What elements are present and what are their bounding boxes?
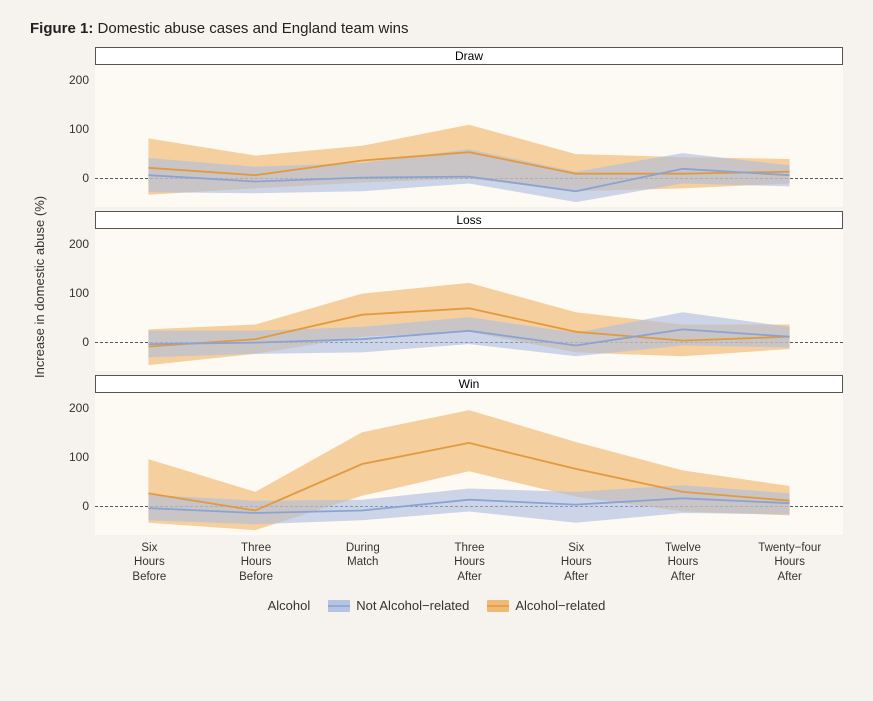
x-tick: Six Hours Before — [96, 541, 203, 584]
y-tick: 200 — [69, 401, 89, 415]
y-tick: 100 — [69, 122, 89, 136]
plot-svg — [95, 211, 843, 371]
y-axis-label: Increase in domestic abuse (%) — [30, 47, 53, 527]
panel-win: 0 100 200 Win — [53, 375, 843, 535]
figure-label: Figure 1: — [30, 20, 93, 37]
y-label-spacer — [72, 541, 96, 584]
x-tick: Twenty−four Hours After — [736, 541, 843, 584]
panel-header: Win — [95, 375, 843, 393]
panel-header: Loss — [95, 211, 843, 229]
plot-svg — [95, 375, 843, 535]
chart-body: Increase in domestic abuse (%) 0 100 200 Dr… — [30, 47, 843, 539]
plot-svg — [95, 47, 843, 207]
legend: Alcohol Not Alcohol−related Alcohol−rela… — [30, 598, 843, 613]
y-tick: 0 — [82, 335, 89, 349]
legend-label: Not Alcohol−related — [356, 598, 469, 613]
chart-container: Increase in domestic abuse (%) 0 100 200 Dr… — [30, 47, 843, 613]
legend-items: Not Alcohol−related Alcohol−related — [328, 598, 605, 613]
x-tick: Twelve Hours After — [630, 541, 737, 584]
x-tick: Three Hours After — [416, 541, 523, 584]
plot-area: Win — [95, 375, 843, 535]
legend-swatch-box — [328, 600, 350, 612]
y-tick-column: 0 100 200 — [53, 375, 95, 535]
figure-caption: Figure 1: Domestic abuse cases and Engla… — [30, 20, 843, 37]
legend-title: Alcohol — [268, 598, 311, 613]
x-tick: Six Hours After — [523, 541, 630, 584]
legend-item-alc: Alcohol−related — [487, 598, 605, 613]
legend-label: Alcohol−related — [515, 598, 605, 613]
legend-swatch-line — [487, 605, 509, 607]
panel-draw: 0 100 200 Draw — [53, 47, 843, 207]
x-tick: During Match — [309, 541, 416, 584]
panels-stack: 0 100 200 Draw 0 100 200 Loss 0 100 200 Win — [53, 47, 843, 539]
legend-swatch-line — [328, 605, 350, 607]
x-axis-row: Six Hours BeforeThree Hours BeforeDuring… — [30, 541, 843, 584]
y-tick: 200 — [69, 237, 89, 251]
y-tick-column: 0 100 200 — [53, 47, 95, 207]
y-tick: 0 — [82, 499, 89, 513]
legend-item-not_alc: Not Alcohol−related — [328, 598, 469, 613]
y-tick: 0 — [82, 171, 89, 185]
x-axis-ticks: Six Hours BeforeThree Hours BeforeDuring… — [96, 541, 843, 584]
plot-area: Draw — [95, 47, 843, 207]
figure-title-text: Domestic abuse cases and England team wi… — [98, 20, 409, 37]
y-tick: 200 — [69, 73, 89, 87]
y-tick-column: 0 100 200 — [53, 211, 95, 371]
legend-swatch-box — [487, 600, 509, 612]
panel-loss: 0 100 200 Loss — [53, 211, 843, 371]
plot-area: Loss — [95, 211, 843, 371]
y-tick: 100 — [69, 286, 89, 300]
y-tick: 100 — [69, 450, 89, 464]
x-tick: Three Hours Before — [203, 541, 310, 584]
panel-header: Draw — [95, 47, 843, 65]
x-axis-spacer — [30, 541, 72, 584]
